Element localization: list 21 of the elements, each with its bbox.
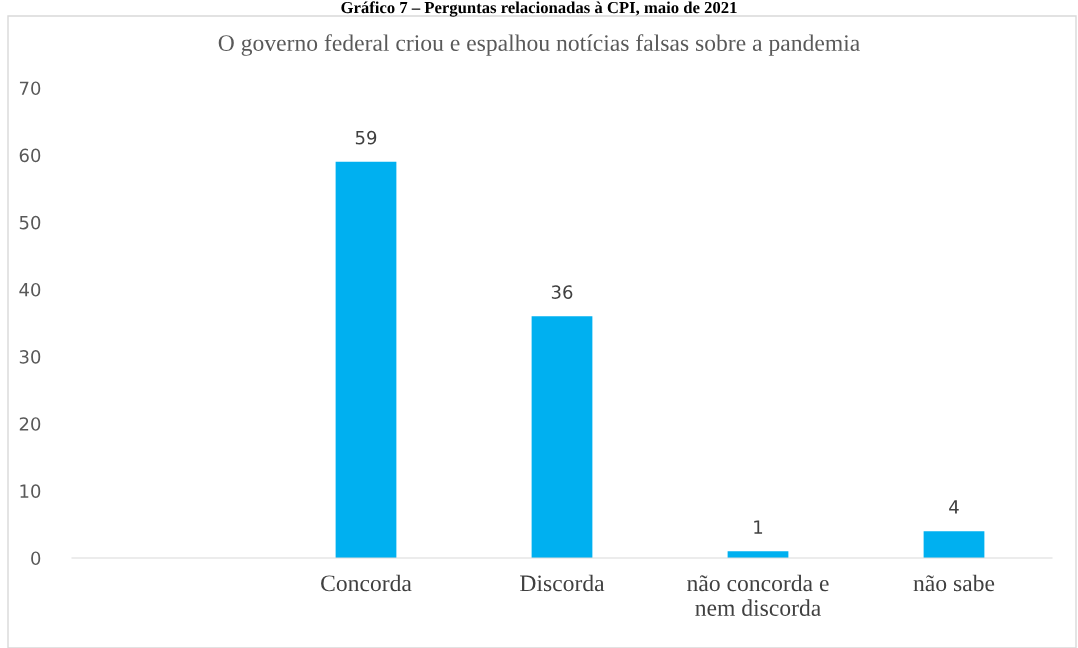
y-tick-label: 50	[19, 215, 41, 230]
x-tick-label: Discorda	[520, 574, 605, 592]
x-tick-label: não sabe	[913, 574, 995, 592]
x-tick-label: não concorda e nem discorda	[687, 574, 829, 616]
data-label: 4	[949, 500, 959, 514]
y-tick-label: 20	[19, 417, 41, 431]
y-tick-label: 0	[31, 551, 41, 566]
y-tick-label: 10	[20, 484, 41, 498]
y-tick-label: 60	[19, 148, 41, 163]
data-label: 59	[355, 130, 377, 145]
x-tick-label: Concorda	[321, 574, 412, 592]
y-tick-label: 40	[19, 282, 41, 297]
chart-title: O governo federal criou e espalhou notícias falsas sobre a pandemia	[218, 34, 860, 56]
data-label: 1	[754, 520, 763, 534]
y-tick-label: 70	[19, 81, 41, 96]
text: Gráfico 7 – Perguntas relacionadas à CPI, maio de 2021	[341, 1, 737, 17]
data-label: 36	[551, 285, 573, 299]
y-tick-label: 30	[19, 350, 41, 364]
bar	[923, 531, 985, 558]
bar	[335, 161, 397, 558]
bar	[531, 316, 593, 558]
